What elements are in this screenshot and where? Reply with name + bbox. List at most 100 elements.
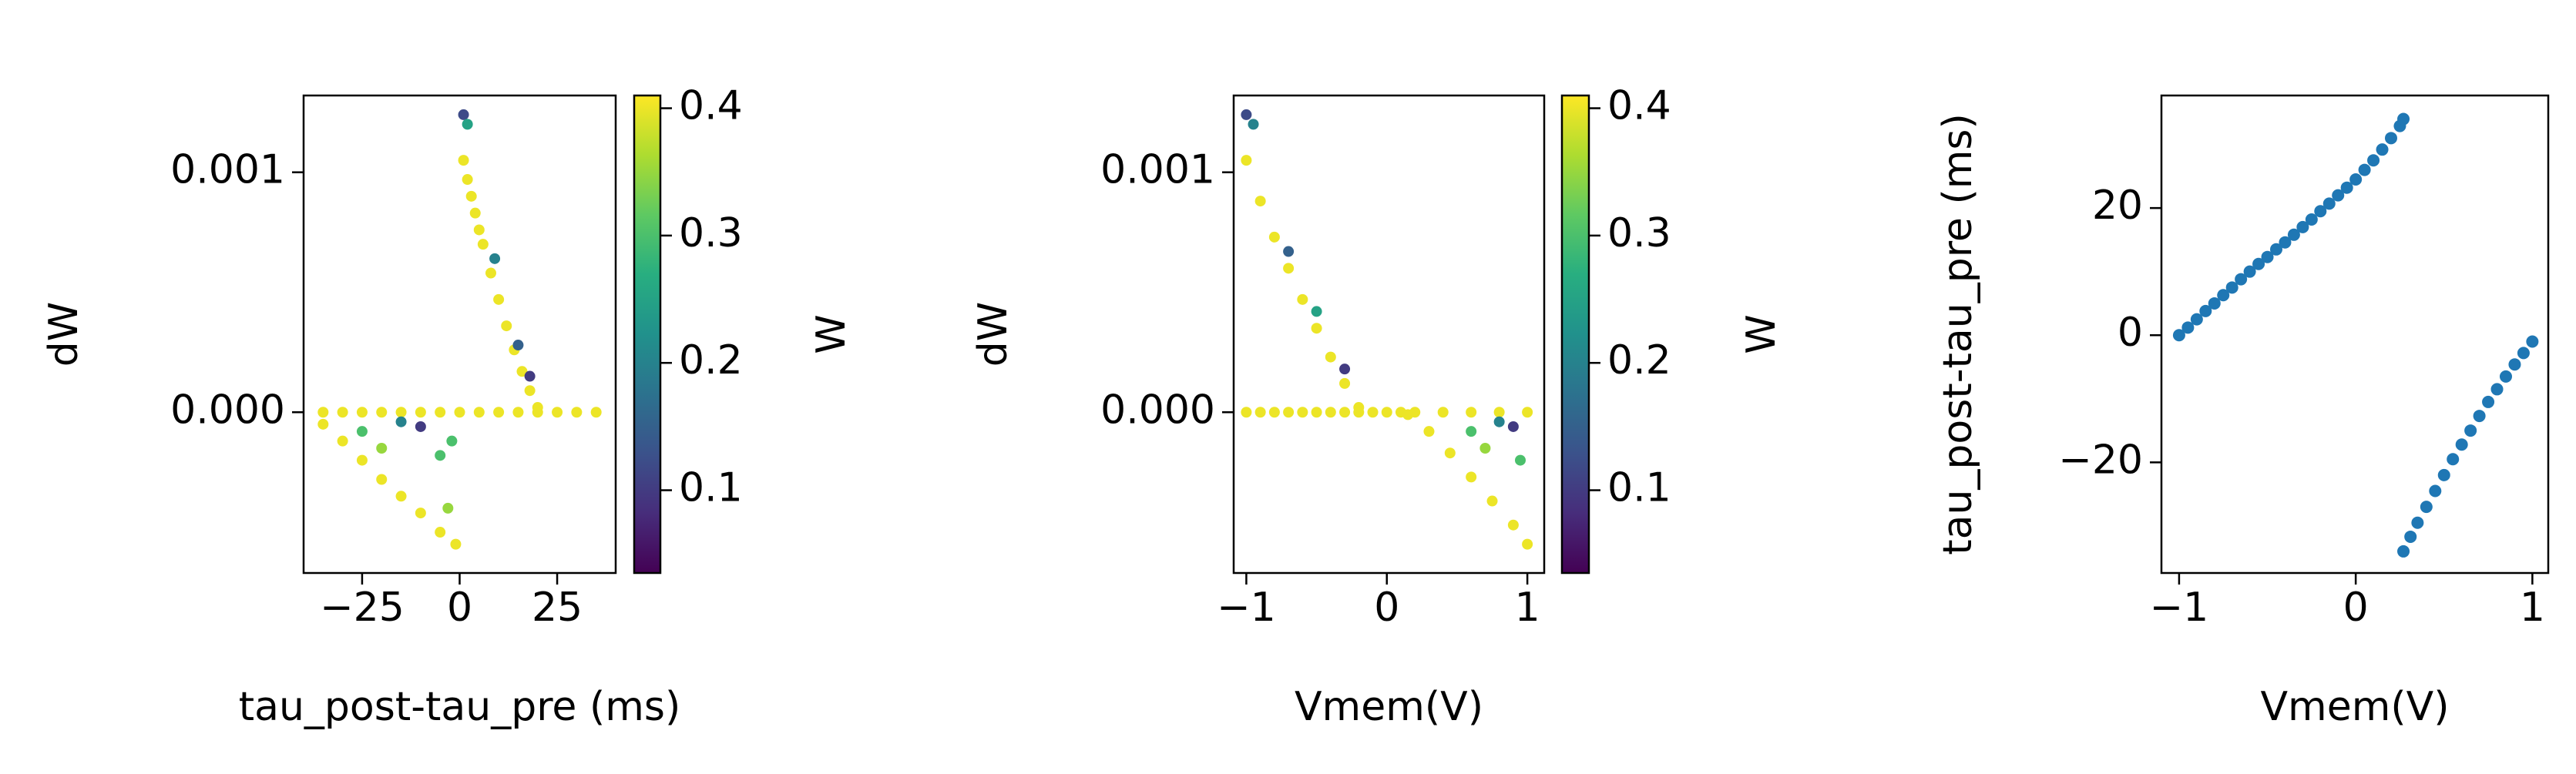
point: [1381, 407, 1392, 418]
colorbar-tick-label: 0.2: [1607, 337, 1671, 384]
point: [2464, 424, 2477, 437]
point: [317, 418, 329, 430]
x-tick-label: 0: [1374, 585, 1399, 631]
point: [415, 508, 426, 519]
y-tick-label: 0.000: [170, 387, 285, 433]
colorbar-tick-label: 0.3: [679, 210, 743, 256]
point: [458, 155, 469, 166]
point: [2349, 173, 2363, 186]
point: [2252, 257, 2265, 270]
point: [462, 119, 473, 130]
point: [435, 407, 446, 418]
point: [2190, 313, 2203, 326]
point: [1493, 407, 1505, 418]
point: [552, 407, 563, 418]
point: [1268, 231, 1280, 243]
point: [2447, 453, 2460, 466]
point: [1325, 407, 1336, 418]
point: [356, 407, 368, 418]
x-axis-label: tau_post-tau_pre (ms): [239, 684, 681, 730]
point: [2235, 273, 2248, 286]
point: [1522, 407, 1533, 418]
point: [2437, 468, 2450, 481]
point: [1248, 119, 1259, 130]
point: [337, 435, 348, 447]
point: [501, 320, 512, 332]
point: [317, 407, 329, 418]
point: [356, 426, 368, 437]
point: [2225, 281, 2238, 294]
axes-frame: [302, 94, 617, 575]
x-tick-label: −25: [320, 585, 405, 631]
point: [2296, 220, 2309, 233]
point: [2322, 197, 2336, 210]
point: [1241, 155, 1252, 166]
point: [376, 442, 388, 454]
point: [477, 239, 489, 250]
point: [1297, 407, 1308, 418]
point: [415, 421, 426, 432]
colorbar: [1560, 94, 1590, 575]
point: [1241, 407, 1252, 418]
point: [2473, 410, 2486, 423]
point: [493, 407, 505, 418]
subplot: −25 0 25 0.000 0.001 tau_post-tau_pre (ms) dW 0…: [41, 83, 855, 730]
point: [2172, 329, 2185, 342]
point: [2482, 395, 2495, 408]
point: [2287, 228, 2300, 241]
point: [2279, 236, 2292, 249]
point: [571, 407, 583, 418]
point: [1268, 407, 1280, 418]
point: [2411, 516, 2424, 529]
point: [2397, 112, 2410, 126]
y-tick-label: 0.001: [170, 147, 285, 193]
y-tick-label: 20: [2092, 183, 2143, 229]
subplot: −1 0 1 0.000 0.001 Vmem(V) dW 0.1 0.2 0.3 0.4 W: [970, 83, 1785, 730]
point: [524, 370, 536, 382]
axes-frame: [1232, 94, 1546, 575]
point: [1283, 263, 1295, 274]
point: [489, 253, 501, 264]
point: [524, 385, 536, 397]
point: [2314, 205, 2327, 218]
point: [1311, 323, 1322, 334]
point: [1444, 447, 1456, 459]
point: [1241, 109, 1252, 120]
point: [356, 454, 368, 466]
point: [2305, 213, 2318, 226]
point: [1486, 495, 1498, 507]
point: [2490, 383, 2504, 396]
point: [458, 109, 469, 120]
point: [2397, 544, 2410, 558]
point: [1297, 293, 1308, 305]
point: [2358, 163, 2371, 176]
point: [395, 491, 407, 502]
point: [1479, 442, 1491, 454]
point: [469, 207, 481, 219]
point: [516, 366, 528, 377]
colorbar-tick-label: 0.3: [1607, 210, 1671, 256]
x-tick-label: −1: [1217, 585, 1276, 631]
point: [2199, 304, 2212, 317]
point: [395, 416, 407, 427]
x-axis-label: Vmem(V): [2260, 684, 2449, 730]
point: [2376, 143, 2389, 156]
point: [435, 450, 446, 461]
x-tick-label: 25: [532, 585, 583, 631]
point: [2420, 501, 2433, 514]
point: [454, 407, 465, 418]
point: [337, 407, 348, 418]
point: [1437, 407, 1449, 418]
point: [462, 174, 473, 186]
point: [1522, 538, 1533, 550]
point: [1339, 407, 1351, 418]
x-tick-label: 1: [2520, 585, 2545, 631]
point: [395, 407, 407, 418]
point: [1507, 519, 1519, 531]
point: [415, 407, 426, 418]
point: [2181, 321, 2195, 334]
point: [1311, 306, 1322, 317]
point: [2384, 132, 2397, 145]
point: [2404, 530, 2417, 543]
